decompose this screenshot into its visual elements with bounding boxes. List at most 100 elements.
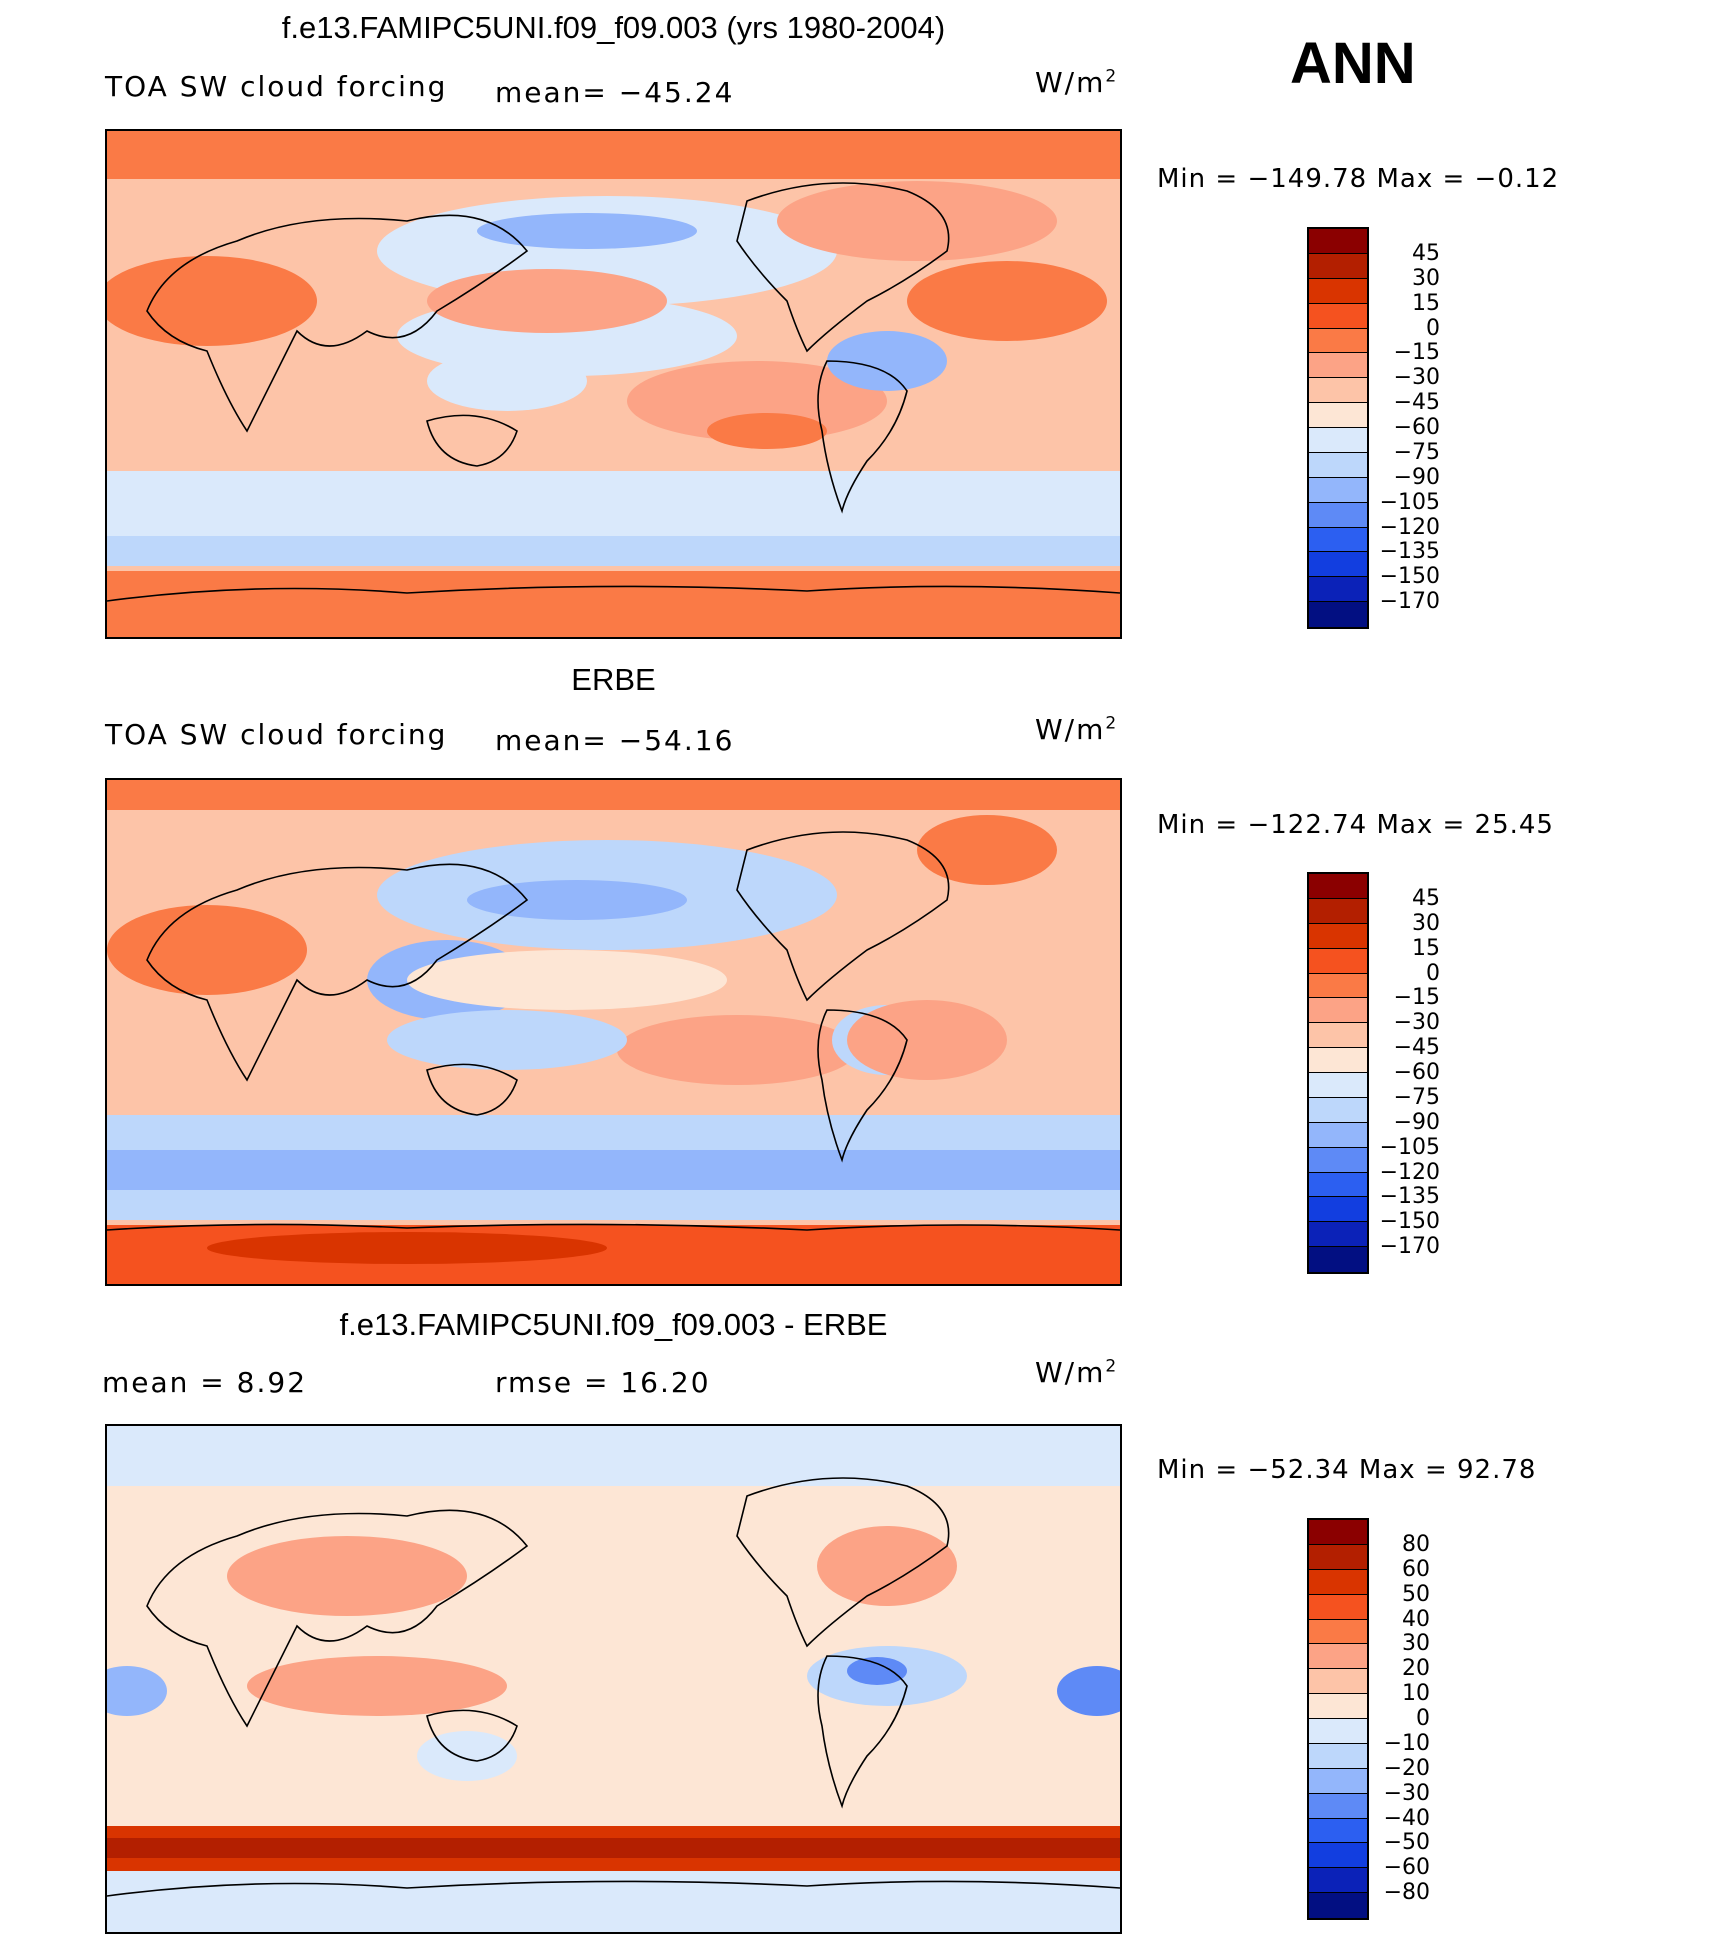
colorbar-box <box>1309 1594 1367 1620</box>
colorbar-tick-label: 50 <box>1402 1581 1430 1607</box>
colorbar-box <box>1309 1818 1367 1844</box>
colorbar-tick-label: −120 <box>1379 1159 1440 1185</box>
colorbar-tick-label: −45 <box>1393 1035 1440 1061</box>
panel2-left-label: TOA SW cloud forcing <box>105 718 448 751</box>
colorbar-box <box>1309 1893 1367 1918</box>
colorbar-box <box>1309 1793 1367 1819</box>
colorbar-box <box>1309 253 1367 279</box>
panel3-amazon-core <box>847 1657 907 1685</box>
panel1-warm-pool <box>427 351 587 411</box>
colorbar-tick-label: −75 <box>1393 439 1440 465</box>
panel2-southern-band <box>107 1150 1120 1190</box>
panel3-atlantic-blue <box>1057 1666 1120 1716</box>
colorbar-tick-label: −60 <box>1393 415 1440 440</box>
colorbar-tick-label: −45 <box>1393 390 1440 416</box>
panel1-minmax: Min = −149.78 Max = −0.12 <box>1157 164 1560 194</box>
colorbar-tick-label: −135 <box>1379 539 1440 565</box>
colorbar-box <box>1309 1644 1367 1670</box>
colorbar-tick-label: 80 <box>1402 1531 1430 1557</box>
panel1-subtrop-s-core <box>707 413 827 449</box>
panel2-arctic <box>107 780 1120 810</box>
colorbar-box <box>1309 452 1367 478</box>
colorbar-tick-label: −80 <box>1383 1880 1430 1906</box>
panel2-map <box>105 778 1122 1286</box>
colorbar-box <box>1309 428 1367 453</box>
colorbar-box <box>1309 1172 1367 1198</box>
colorbar-box <box>1309 973 1367 999</box>
colorbar-box <box>1309 1719 1367 1744</box>
colorbar-tick-label: 45 <box>1412 885 1440 911</box>
panel3-colorbar <box>1307 1518 1369 1920</box>
colorbar-box <box>1309 502 1367 528</box>
panel1-mean: mean= −45.24 <box>495 76 735 109</box>
panel2-colorbar-ticks: 45 30 15 0 −15 −30 −45 −60 −75 −90 −105 −120 −135 −15… <box>1380 872 1440 1274</box>
panel2-greenland <box>917 815 1057 885</box>
panel1-colorbar <box>1307 227 1369 629</box>
panel3-rmse: rmse = 16.20 <box>495 1366 711 1399</box>
colorbar-box <box>1309 328 1367 354</box>
colorbar-tick-label: −60 <box>1393 1060 1440 1085</box>
colorbar-tick-label: −30 <box>1393 1010 1440 1036</box>
colorbar-box <box>1309 1520 1367 1545</box>
panel3-coast-australia <box>426 1709 518 1762</box>
colorbar-box <box>1309 527 1367 553</box>
panel1-namerica <box>777 181 1057 261</box>
colorbar-tick-label: 30 <box>1412 265 1440 291</box>
panel2-subtrop-n <box>407 950 727 1010</box>
panel2-atlantic <box>847 1000 1007 1080</box>
panel2-coast-namerica <box>736 831 950 1002</box>
panel1-coast-australia <box>426 414 518 467</box>
colorbar-box <box>1309 1569 1367 1595</box>
colorbar-box <box>1309 1247 1367 1272</box>
colorbar-tick-label: −150 <box>1379 564 1440 590</box>
colorbar-box <box>1309 1122 1367 1148</box>
panel2-subtrop-s <box>617 1015 857 1085</box>
colorbar-box <box>1309 1073 1367 1098</box>
colorbar-tick-label: −15 <box>1393 340 1440 366</box>
colorbar-tick-label: 0 <box>1426 960 1440 986</box>
panel2-unit: W/m2 <box>1035 713 1119 746</box>
colorbar-box <box>1309 948 1367 974</box>
panel2-coast-australia <box>426 1063 518 1116</box>
colorbar-tick-label: −105 <box>1379 1134 1440 1160</box>
panel1-arctic <box>107 131 1120 179</box>
panel3-unit: W/m2 <box>1035 1356 1119 1389</box>
colorbar-box <box>1309 1669 1367 1695</box>
colorbar-box <box>1309 1147 1367 1173</box>
colorbar-tick-label: 30 <box>1402 1631 1430 1657</box>
colorbar-box <box>1309 1222 1367 1248</box>
panel1-left-label: TOA SW cloud forcing <box>105 70 448 103</box>
colorbar-box <box>1309 1694 1367 1719</box>
panel2-coast-eurasia-africa <box>146 863 529 1082</box>
colorbar-box <box>1309 577 1367 603</box>
panel3-asia <box>227 1536 467 1616</box>
panel1-subtrop-s <box>627 361 887 441</box>
panel1-antarctic <box>107 571 1120 637</box>
panel1-colorbar-ticks: 45 30 15 0 −15 −30 −45 −60 −75 −90 −105 −120 −135 −15… <box>1380 227 1440 629</box>
colorbar-tick-label: −135 <box>1379 1184 1440 1210</box>
colorbar-box <box>1309 1868 1367 1894</box>
colorbar-box <box>1309 278 1367 304</box>
panel1-southern-band <box>107 536 1120 566</box>
panel2-antarctic-core <box>207 1232 607 1264</box>
colorbar-tick-label: 30 <box>1412 910 1440 936</box>
colorbar-box <box>1309 998 1367 1024</box>
colorbar-box <box>1309 1197 1367 1223</box>
colorbar-box <box>1309 1843 1367 1869</box>
colorbar-tick-label: 15 <box>1412 290 1440 316</box>
colorbar-box <box>1309 1048 1367 1073</box>
colorbar-box <box>1309 1544 1367 1570</box>
panel1-amazon <box>827 331 947 391</box>
panel3-indian <box>247 1656 507 1716</box>
panel1-coast-namerica <box>736 182 950 353</box>
panel3-map <box>105 1424 1122 1934</box>
colorbar-tick-label: 15 <box>1412 935 1440 961</box>
colorbar-box <box>1309 923 1367 949</box>
colorbar-tick-label: 40 <box>1402 1606 1430 1632</box>
panel2-minmax: Min = −122.74 Max = 25.45 <box>1157 810 1554 840</box>
colorbar-box <box>1309 353 1367 379</box>
colorbar-tick-label: −30 <box>1393 365 1440 391</box>
panel1-coast-antarctica <box>107 585 1120 602</box>
colorbar-tick-label: −10 <box>1383 1730 1430 1756</box>
colorbar-tick-label: −170 <box>1379 1234 1440 1260</box>
